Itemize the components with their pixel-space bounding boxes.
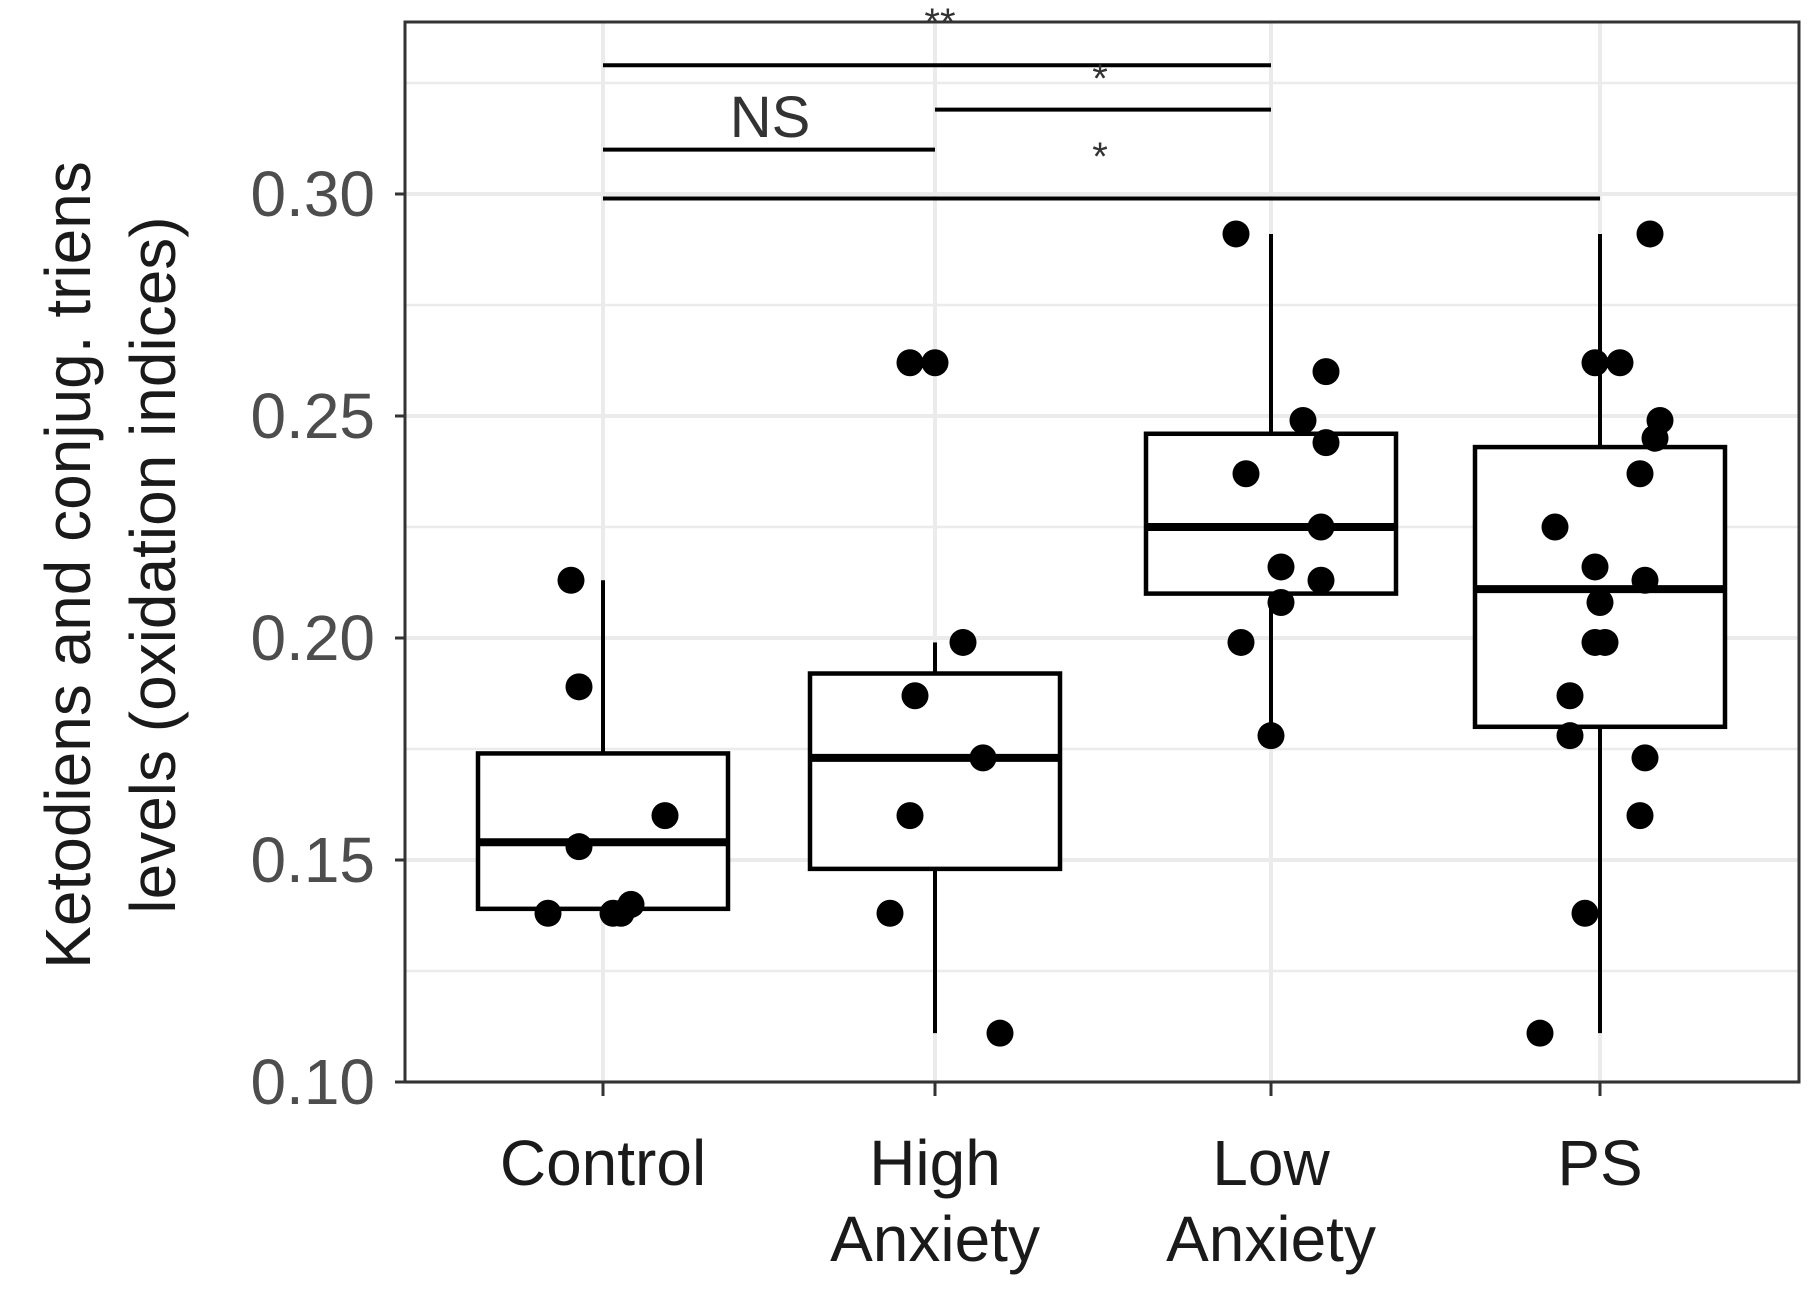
data-point — [986, 1019, 1014, 1047]
data-point — [607, 899, 635, 927]
box-iqr-0 — [475, 751, 731, 912]
significance-label-2: NS — [730, 85, 811, 150]
data-point — [1641, 424, 1669, 452]
data-point — [921, 349, 949, 377]
boxes — [475, 233, 1728, 1034]
significance-label-1: * — [1092, 57, 1108, 101]
data-point — [1571, 899, 1599, 927]
x-tick-label-1-line-1: Anxiety — [830, 1203, 1040, 1275]
data-point — [1222, 220, 1250, 248]
data-point — [896, 802, 924, 830]
panel-border — [403, 20, 1801, 1084]
data-point — [1312, 358, 1340, 386]
y-tick-label-4: 0.30 — [250, 158, 375, 230]
data-point — [1606, 349, 1634, 377]
data-point — [1267, 553, 1295, 581]
y-tick-label-2: 0.20 — [250, 602, 375, 674]
data-point — [1526, 1019, 1554, 1047]
y-tick-label-1: 0.15 — [250, 824, 375, 896]
data-point — [876, 899, 904, 927]
data-point — [1626, 802, 1654, 830]
data-point — [1541, 513, 1569, 541]
data-point — [1591, 628, 1619, 656]
data-point — [565, 833, 593, 861]
y-axis-label-line-0: Ketodiens and conjug. triens — [32, 161, 104, 969]
significance-brackets: ***NS* — [603, 1, 1600, 201]
data-point — [1586, 588, 1614, 616]
data-point — [565, 673, 593, 701]
data-point — [1631, 566, 1659, 594]
data-point — [1556, 682, 1584, 710]
data-point — [1289, 406, 1317, 434]
data-point — [1636, 220, 1664, 248]
box-2 — [1143, 233, 1399, 736]
significance-label-3: * — [1092, 135, 1108, 179]
x-tick-label-1-line-0: High — [869, 1127, 1001, 1199]
y-tick-label-0: 0.10 — [250, 1046, 375, 1118]
data-points — [534, 220, 1674, 1047]
data-point — [651, 802, 679, 830]
data-point — [534, 899, 562, 927]
x-tick-label-2-line-0: Low — [1212, 1127, 1330, 1199]
data-point — [1556, 722, 1584, 750]
data-point — [1232, 460, 1260, 488]
data-point — [557, 566, 585, 594]
data-point — [901, 682, 929, 710]
data-point — [896, 349, 924, 377]
box-iqr-2 — [1143, 431, 1399, 596]
y-tick-label-3: 0.25 — [250, 380, 375, 452]
data-point — [1581, 553, 1609, 581]
data-point — [1307, 513, 1335, 541]
y-axis-label: Ketodiens and conjug. triens levels (oxid… — [32, 161, 189, 969]
x-tick-label-3-line-0: PS — [1557, 1127, 1642, 1199]
data-point — [1631, 744, 1659, 772]
data-point — [1307, 566, 1335, 594]
data-point — [1267, 588, 1295, 616]
x-tick-label-0-line-0: Control — [500, 1127, 706, 1199]
box-1 — [807, 642, 1063, 1034]
data-point — [1581, 349, 1609, 377]
data-point — [1312, 429, 1340, 457]
y-axis-ticks: 0.10 0.15 0.20 0.25 0.30 — [250, 158, 405, 1118]
data-point — [1257, 722, 1285, 750]
box-3 — [1472, 233, 1728, 1034]
data-point — [1227, 628, 1255, 656]
data-point — [1626, 460, 1654, 488]
x-tick-label-2-line-1: Anxiety — [1166, 1203, 1376, 1275]
box-iqr-1 — [807, 671, 1063, 872]
data-point — [969, 744, 997, 772]
y-axis-label-line-1: levels (oxidation indices) — [117, 216, 189, 913]
data-point — [949, 628, 977, 656]
